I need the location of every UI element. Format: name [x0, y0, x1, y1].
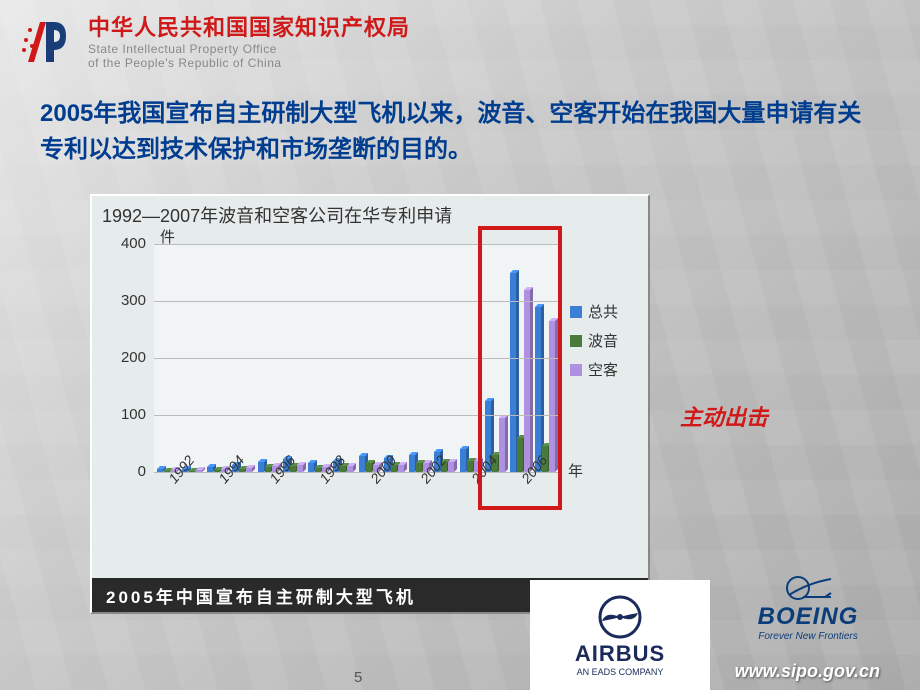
y-tick-label: 400 — [96, 235, 146, 252]
header: 中华人民共和国国家知识产权局 State Intellectual Proper… — [0, 0, 920, 80]
callout-text: 主动出击 — [680, 400, 768, 432]
bar-总共 — [308, 463, 314, 472]
legend-label: 波音 — [588, 330, 618, 351]
y-tick-label: 300 — [96, 292, 146, 309]
y-tick-label: 0 — [96, 463, 146, 480]
bar-总共 — [409, 455, 415, 472]
highlight-box — [478, 226, 562, 510]
bar-总共 — [460, 449, 466, 472]
bar-总共 — [359, 456, 365, 472]
airbus-icon — [596, 593, 644, 641]
legend-item: 波音 — [570, 330, 618, 351]
org-name-cn: 中华人民共和国国家知识产权局 — [88, 10, 410, 42]
boeing-icon — [783, 573, 833, 603]
page-number: 5 — [354, 669, 362, 686]
legend-swatch — [570, 364, 582, 376]
legend-swatch — [570, 306, 582, 318]
x-axis-unit: 年 — [568, 460, 583, 481]
legend-swatch — [570, 335, 582, 347]
legend-item: 空客 — [570, 359, 618, 380]
bar-空客 — [398, 465, 404, 472]
patent-chart: 1992—2007年波音和空客公司在华专利申请 件 年 总共波音空客 2005年… — [90, 194, 650, 614]
footer-url: www.sipo.gov.cn — [735, 661, 880, 682]
org-name-en-2: of the People's Republic of China — [88, 56, 410, 70]
bar-空客 — [448, 462, 454, 472]
legend-item: 总共 — [570, 301, 618, 322]
header-titles: 中华人民共和国国家知识产权局 State Intellectual Proper… — [88, 10, 410, 71]
sipo-logo-icon — [20, 12, 76, 68]
y-tick-label: 100 — [96, 406, 146, 423]
slide-title: 2005年我国宣布自主研制大型飞机以来，波音、空客开始在我国大量申请有关专利以达… — [0, 80, 920, 180]
y-tick-label: 200 — [96, 349, 146, 366]
bar-空客 — [297, 465, 303, 472]
airbus-label: AIRBUS — [575, 641, 665, 667]
airbus-logo: AIRBUS AN EADS COMPANY — [530, 580, 710, 690]
boeing-logo: BOEING Forever New Frontiers — [718, 562, 898, 652]
chart-title: 1992—2007年波音和空客公司在华专利申请 — [92, 196, 648, 234]
airbus-sub: AN EADS COMPANY — [577, 667, 664, 677]
bar-总共 — [258, 462, 264, 472]
boeing-sub: Forever New Frontiers — [758, 631, 857, 642]
legend-label: 空客 — [588, 359, 618, 380]
boeing-label: BOEING — [758, 603, 859, 631]
org-name-en-1: State Intellectual Property Office — [88, 42, 410, 56]
legend-label: 总共 — [588, 301, 618, 322]
chart-legend: 总共波音空客 — [570, 301, 618, 388]
